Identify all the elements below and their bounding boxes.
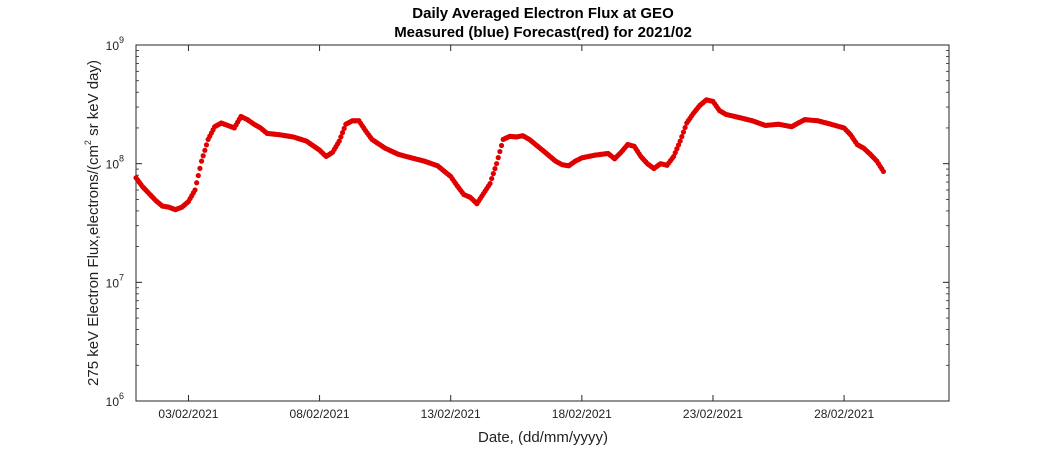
y-tick-label-group: 10 9 [106, 35, 124, 53]
data-point [677, 138, 683, 144]
data-point [200, 153, 206, 159]
data-point [490, 171, 496, 177]
y-axis-label-tail: sr keV day) [85, 60, 102, 140]
data-point [338, 134, 344, 140]
y-tick-exponent: 7 [119, 272, 124, 282]
data-point [195, 172, 201, 179]
data-point [880, 168, 887, 175]
x-axis-label: Date, (dd/mm/yyyy) [478, 429, 608, 446]
y-tick-label-group: 10 8 [106, 154, 124, 172]
data-point [492, 166, 498, 172]
y-tick-label: 10 [106, 39, 120, 53]
y-axis-label-superscript: 2 [83, 140, 93, 145]
y-axis-label: 275 keV Electron Flux,electrons/(cm2 sr … [83, 60, 102, 386]
x-tick-label: 13/02/2021 [421, 407, 481, 421]
data-point [489, 175, 495, 182]
data-point [487, 180, 493, 187]
data-point [682, 124, 688, 131]
data-point [197, 165, 203, 171]
data-point [495, 155, 501, 161]
plot-area [135, 44, 950, 402]
x-tick-label: 08/02/2021 [290, 407, 350, 421]
x-tick-label: 23/02/2021 [683, 407, 743, 421]
data-point [198, 158, 205, 164]
y-tick-exponent: 9 [119, 35, 124, 45]
x-axis: 03/02/2021 08/02/2021 13/02/2021 18/02/2021… [158, 45, 874, 421]
y-tick-label: 10 [106, 158, 120, 172]
y-axis-label-main: 275 keV Electron Flux,electrons/(cm [85, 145, 102, 386]
x-tick-label: 28/02/2021 [814, 407, 874, 421]
data-point [680, 129, 687, 135]
data-point [498, 142, 505, 149]
y-tick-exponent: 6 [119, 391, 124, 401]
y-tick-label-group: 10 7 [106, 272, 124, 290]
data-point [192, 187, 198, 193]
data-point [336, 138, 342, 144]
flux-series [133, 97, 887, 213]
data-point [194, 180, 200, 186]
x-tick-label: 03/02/2021 [158, 407, 218, 421]
data-point [679, 133, 685, 140]
y-tick-label-group: 10 6 [106, 391, 124, 409]
y-tick-label: 10 [106, 276, 120, 290]
data-point [339, 130, 346, 136]
data-point [494, 161, 500, 167]
y-tick-exponent: 8 [119, 154, 124, 164]
data-point [497, 148, 503, 155]
y-tick-label: 10 [106, 395, 120, 409]
data-point [203, 142, 210, 148]
chart-subtitle: Measured (blue) Forecast(red) for 2021/0… [394, 24, 692, 41]
x-tick-label: 18/02/2021 [552, 407, 612, 421]
chart-title: Daily Averaged Electron Flux at GEO [412, 5, 674, 22]
data-point [202, 147, 208, 153]
data-point [341, 125, 347, 132]
